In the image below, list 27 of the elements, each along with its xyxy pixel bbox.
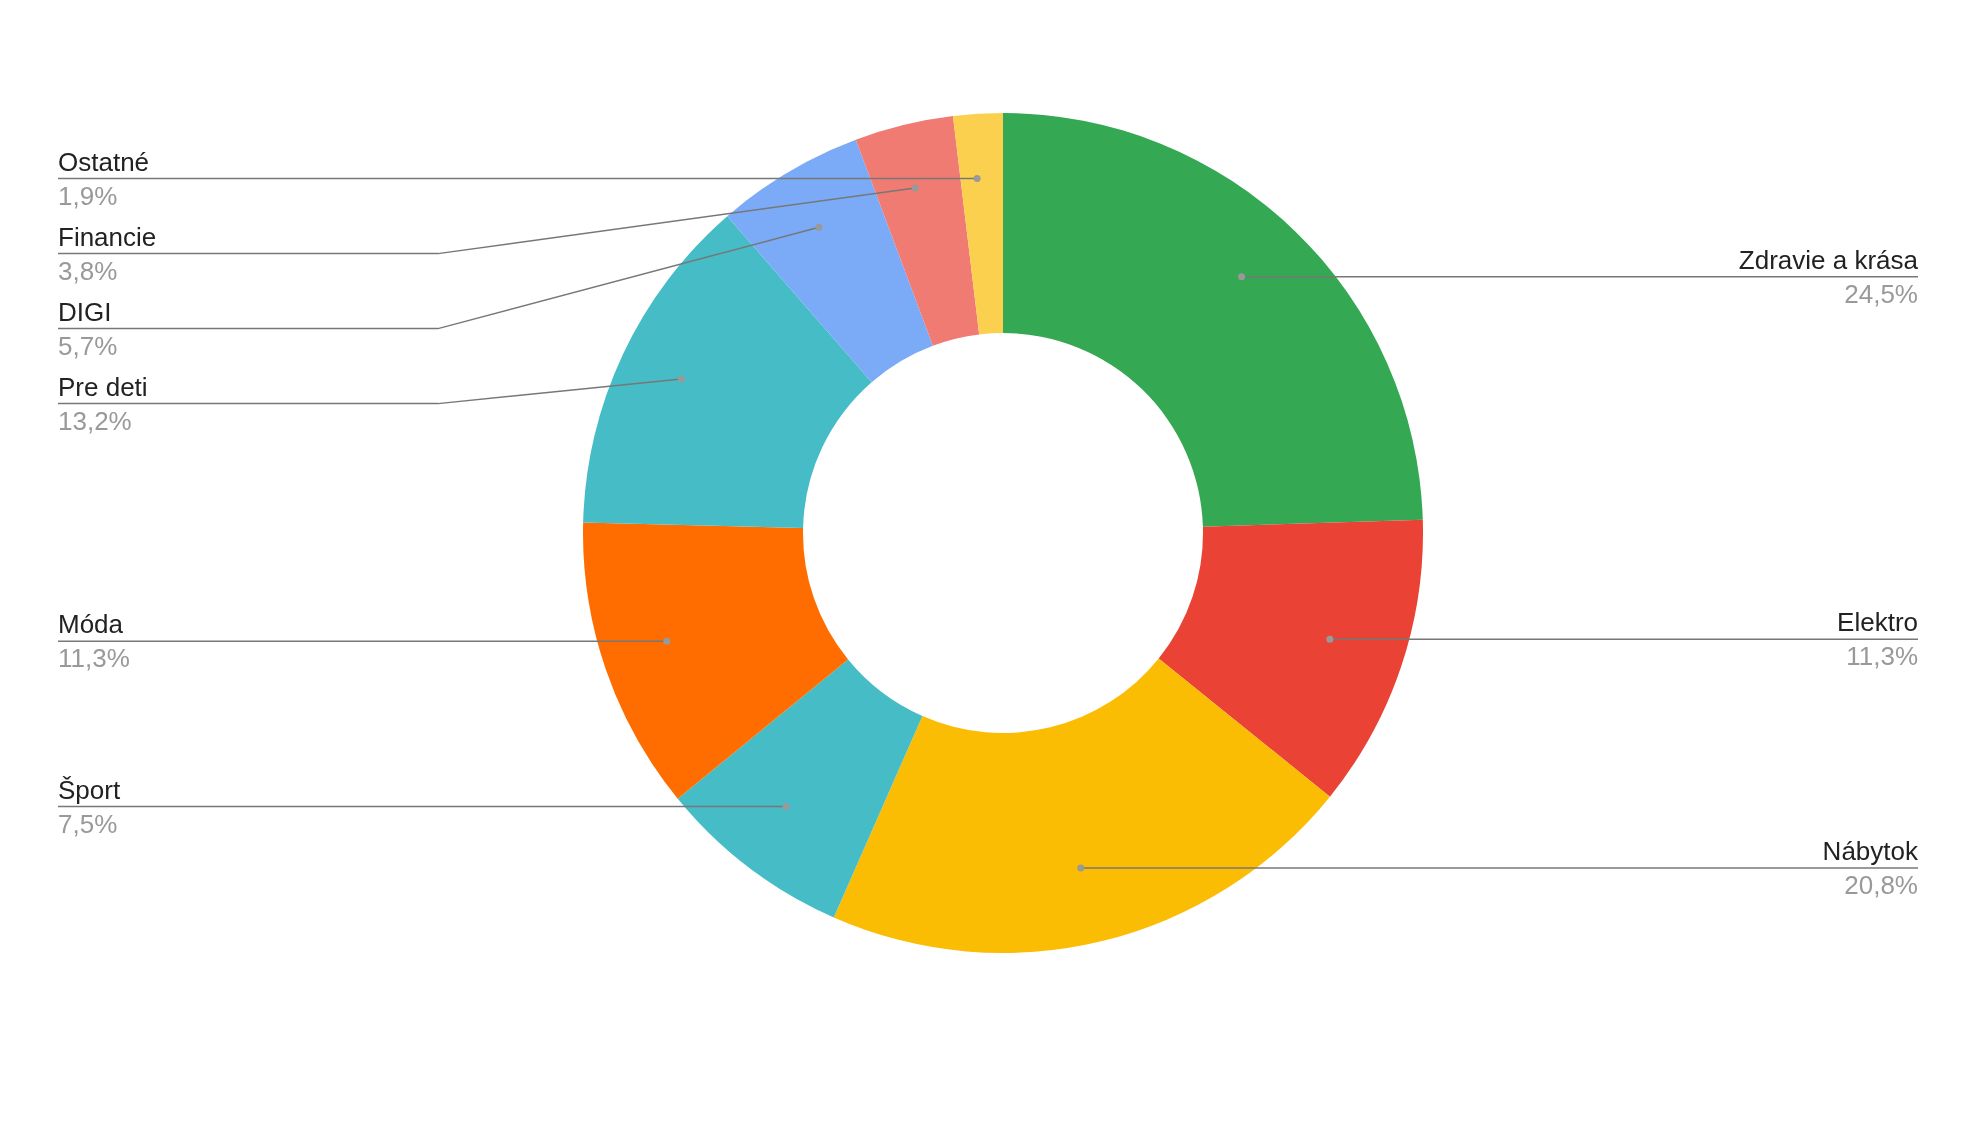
donut-slice: [1003, 113, 1423, 527]
donut-slice: [1158, 519, 1423, 797]
donut-slice: [952, 113, 1003, 335]
data-label: 11,3%: [1846, 641, 1918, 672]
donut-slice: [677, 659, 923, 918]
slice-label: Móda: [58, 609, 124, 640]
slice-label: Elektro: [1837, 607, 1918, 638]
data-label: 11,3%: [58, 643, 130, 674]
data-label: 7,5%: [58, 808, 118, 839]
slice-label: Ostatné: [58, 146, 150, 177]
donut-slice: [855, 115, 980, 346]
donut-slice: [583, 522, 849, 799]
data-label: 13,2%: [58, 405, 132, 436]
slice-label: Financie: [58, 221, 157, 252]
data-label: 3,8%: [58, 255, 118, 286]
data-label: 1,9%: [58, 180, 118, 211]
data-label: 20,8%: [1844, 870, 1918, 901]
slice-label: Nábytok: [1822, 836, 1919, 867]
slice-label: Šport: [58, 774, 121, 805]
data-label: 24,5%: [1844, 278, 1918, 309]
donut-slice: [583, 216, 872, 528]
slice-label: Pre deti: [58, 371, 148, 402]
donut-slice: [833, 658, 1330, 953]
slice-label: Zdravie a krása: [1738, 244, 1919, 275]
slice-label: DIGI: [58, 296, 112, 327]
donut-slice: [727, 139, 933, 383]
data-label: 5,7%: [58, 330, 118, 361]
